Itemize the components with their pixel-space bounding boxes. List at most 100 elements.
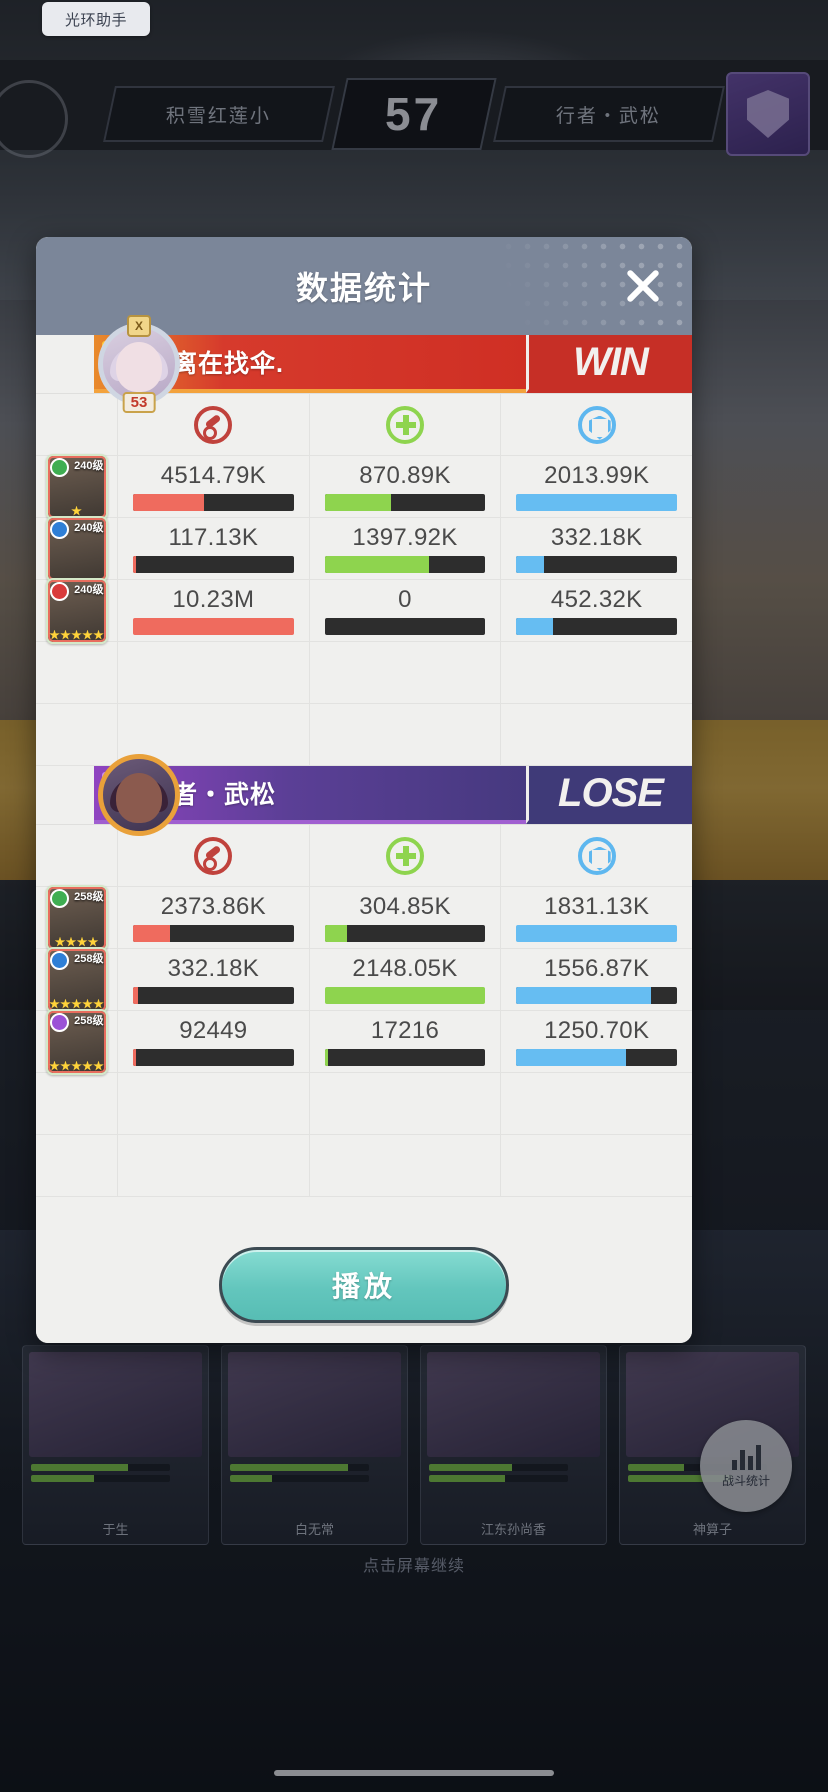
stat-bar	[516, 987, 678, 1004]
bottom-hero-card[interactable]: 于生	[22, 1345, 209, 1545]
stat-cell-heal: 870.89K	[310, 456, 502, 517]
hero-card[interactable]: 258级	[45, 946, 108, 1013]
stat-value: 1831.13K	[544, 893, 650, 920]
hero-cell-empty	[36, 642, 118, 703]
stat-value: 2148.05K	[352, 955, 458, 982]
hero-card[interactable]: 240级	[45, 515, 108, 582]
stat-value: 1250.70K	[544, 1017, 650, 1044]
stat-bar	[324, 1049, 486, 1066]
hero-cell[interactable]: 240级	[36, 577, 118, 644]
hero-portrait	[228, 1352, 401, 1457]
bottom-hero-card[interactable]: 白无常	[221, 1345, 408, 1545]
table-row-empty	[36, 704, 692, 766]
assistant-pill[interactable]: 光环助手	[42, 2, 150, 36]
table-row-empty	[36, 642, 692, 704]
hero-cell-empty	[36, 704, 118, 765]
stat-bar	[324, 925, 486, 942]
stat-cell-empty	[501, 1073, 692, 1134]
dialog-footer: 播放	[36, 1227, 692, 1343]
stat-bar	[133, 618, 294, 635]
battle-stats-button[interactable]: 战斗统计	[700, 1420, 792, 1512]
hero-cell-empty	[36, 1135, 118, 1196]
stat-column-defense	[501, 825, 692, 886]
element-icon	[49, 581, 69, 601]
stat-cell-defense: 1556.87K	[501, 949, 692, 1010]
stat-bar	[133, 556, 294, 573]
team-block-win: 阿离在找伞. WIN 53 X 240级 4514.79K 870.89K 2013.99K 2…	[36, 315, 692, 766]
stat-column-heal	[310, 394, 502, 455]
hero-name: 于生	[102, 1522, 129, 1537]
stat-bar	[516, 494, 678, 511]
hud-rank-badge	[726, 72, 810, 156]
stat-value: 870.89K	[359, 462, 451, 489]
stats-header-row	[36, 394, 692, 456]
stat-value: 4514.79K	[160, 462, 266, 489]
table-row-empty	[36, 1073, 692, 1135]
hero-cell[interactable]: 258级	[36, 884, 118, 951]
bottom-hero-card[interactable]: 江东孙尚香	[420, 1345, 607, 1545]
player-avatar[interactable]	[98, 754, 180, 836]
stat-bar	[133, 1049, 294, 1066]
stat-cell-damage: 2373.86K	[118, 887, 310, 948]
hero-stars	[48, 629, 106, 641]
damage-icon	[194, 405, 233, 444]
stat-value: 17216	[370, 1017, 440, 1044]
stat-cell-empty	[310, 642, 502, 703]
dialog-header: 数据统计	[36, 237, 692, 335]
close-icon[interactable]	[616, 259, 670, 313]
stat-cell-empty	[310, 1073, 502, 1134]
stats-header-row	[36, 825, 692, 887]
hero-card[interactable]: 258级	[45, 884, 108, 951]
element-icon	[49, 457, 69, 477]
table-row: 240级 117.13K 1397.92K 332.18K	[36, 515, 692, 582]
hero-cell-empty	[36, 1073, 118, 1134]
stat-cell-empty	[118, 642, 310, 703]
stat-cell-empty	[501, 1135, 692, 1196]
damage-icon	[194, 836, 233, 875]
hero-name: 江东孙尚香	[480, 1522, 546, 1537]
hero-bar	[31, 1475, 170, 1482]
home-indicator	[274, 1770, 554, 1776]
hero-column-header	[36, 394, 118, 455]
stat-value: 2373.86K	[160, 893, 266, 920]
hero-portrait	[427, 1352, 600, 1457]
hero-card[interactable]: 240级	[45, 453, 108, 520]
play-button[interactable]: 播放	[219, 1247, 509, 1323]
stats-table: 258级 2373.86K 304.85K 1831.13K 258级 332.18K 21…	[36, 824, 692, 1197]
hero-card[interactable]: 240级	[45, 577, 108, 644]
hero-card[interactable]: 258级	[45, 1008, 108, 1075]
stat-cell-defense: 2013.99K	[501, 456, 692, 517]
stat-bar	[324, 494, 486, 511]
team-banner: 阿离在找伞. WIN 53 X	[94, 315, 692, 413]
result-badge: LOSE	[526, 766, 692, 824]
continue-hint: 点击屏幕继续	[362, 1558, 465, 1575]
dialog-title: 数据统计	[295, 270, 432, 306]
hero-level: 258级	[74, 890, 104, 903]
hero-name: 神算子	[692, 1522, 732, 1537]
hero-cell[interactable]: 258级	[36, 1008, 118, 1075]
hero-cell[interactable]: 240级	[36, 453, 118, 520]
stat-cell-empty	[118, 1073, 310, 1134]
stat-cell-empty	[501, 642, 692, 703]
stats-dialog: 数据统计 阿离在找伞. WIN 53 X 240级 4514.79K 870.89K 2013…	[36, 237, 692, 1343]
dialog-body: 阿离在找伞. WIN 53 X 240级 4514.79K 870.89K 2013.99K 2…	[36, 315, 692, 1227]
avatar-face	[116, 772, 162, 823]
hero-bars	[628, 1464, 797, 1486]
stat-cell-empty	[118, 1135, 310, 1196]
hero-bar	[31, 1464, 170, 1471]
player-avatar[interactable]: 53 X	[98, 315, 180, 413]
stat-column-damage	[118, 825, 310, 886]
hero-cell[interactable]: 240级	[36, 515, 118, 582]
hero-cell[interactable]: 258级	[36, 946, 118, 1013]
stat-cell-heal: 17216	[310, 1011, 502, 1072]
stat-column-defense	[501, 394, 692, 455]
stat-value: 117.13K	[168, 524, 259, 551]
stat-cell-damage: 92449	[118, 1011, 310, 1072]
stat-cell-empty	[310, 704, 502, 765]
stat-cell-empty	[118, 704, 310, 765]
stat-cell-damage: 10.23M	[118, 580, 310, 641]
battle-stats-label: 战斗统计	[721, 1473, 770, 1488]
stat-cell-defense: 452.32K	[501, 580, 692, 641]
hero-bar	[429, 1464, 568, 1471]
table-row: 258级 92449 17216 1250.70K	[36, 1008, 692, 1075]
